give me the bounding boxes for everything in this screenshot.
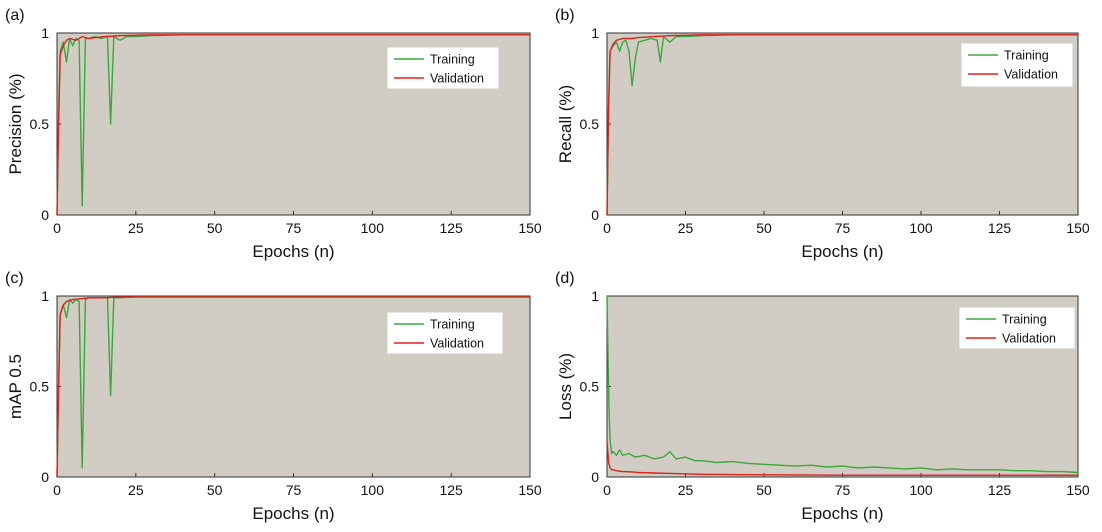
x-tick-label: 150 <box>1066 220 1090 236</box>
y-tick-label: 1 <box>41 25 49 41</box>
chart-panel: (d) 0 25 50 75 100 125 150 0 0.5 1 Epochs (n) Loss (… <box>555 270 1090 523</box>
y-tick-label: 0 <box>41 469 49 485</box>
x-tick-label: 50 <box>207 482 223 498</box>
x-axis-label: Epochs (n) <box>252 504 334 523</box>
series-line-validation <box>56 34 530 216</box>
y-axis-label: Recall (%) <box>556 85 575 163</box>
x-tick-label: 100 <box>361 220 385 236</box>
x-tick-label: 100 <box>361 482 385 498</box>
legend-box <box>961 43 1073 87</box>
y-tick-label: 0 <box>591 469 599 485</box>
x-tick-label: 150 <box>518 220 542 236</box>
y-tick-label: 0.5 <box>580 379 600 395</box>
y-tick-label: 0 <box>41 207 49 223</box>
x-tick-label: 0 <box>603 482 611 498</box>
x-tick-label: 100 <box>909 220 933 236</box>
x-tick-label: 75 <box>835 482 851 498</box>
x-tick-label: 125 <box>988 220 1012 236</box>
x-axis-label: Epochs (n) <box>801 242 883 261</box>
y-axis-label: mAP 0.5 <box>6 354 25 419</box>
chart-panel: (b) 0 25 50 75 100 125 150 0 0.5 1 Epochs (n) Recall… <box>555 7 1090 261</box>
x-tick-label: 50 <box>756 220 772 236</box>
x-tick-label: 25 <box>128 482 144 498</box>
x-tick-label: 75 <box>286 220 302 236</box>
legend-label-validation: Validation <box>1002 332 1056 346</box>
legend-label-validation: Validation <box>1004 68 1058 82</box>
panel-label: (a) <box>5 7 25 24</box>
legend-box <box>959 307 1075 349</box>
y-tick-label: 0.5 <box>30 379 50 395</box>
x-tick-label: 50 <box>756 482 772 498</box>
panel-label: (c) <box>5 270 24 287</box>
x-tick-label: 150 <box>518 482 542 498</box>
x-tick-label: 25 <box>128 220 144 236</box>
y-tick-label: 1 <box>41 288 49 304</box>
x-tick-label: 25 <box>678 482 694 498</box>
series-line-training <box>606 295 1079 474</box>
series-line-validation <box>56 296 530 478</box>
legend-box <box>387 312 503 354</box>
x-tick-label: 75 <box>286 482 302 498</box>
legend-label-training: Training <box>1004 49 1049 63</box>
x-tick-label: 125 <box>988 482 1012 498</box>
panel-label: (b) <box>555 7 575 24</box>
panel-label: (d) <box>555 270 575 287</box>
legend-label-validation: Validation <box>430 337 484 351</box>
x-tick-label: 100 <box>909 482 933 498</box>
x-tick-label: 150 <box>1066 482 1090 498</box>
legend-label-training: Training <box>430 53 475 67</box>
series-line-validation <box>606 34 1078 216</box>
legend-label-validation: Validation <box>430 72 484 86</box>
x-tick-label: 25 <box>678 220 694 236</box>
x-tick-label: 0 <box>603 220 611 236</box>
chart-panel: (a) 0 25 50 75 100 125 150 0 0.5 1 Epochs (n) Precis… <box>5 7 542 261</box>
x-axis-label: Epochs (n) <box>801 504 883 523</box>
y-tick-label: 0.5 <box>30 116 50 132</box>
legend-label-training: Training <box>430 318 475 332</box>
legend-box <box>387 47 499 89</box>
x-tick-label: 75 <box>835 220 851 236</box>
x-tick-label: 125 <box>439 482 463 498</box>
series-line-validation <box>606 440 1078 476</box>
x-axis-label: Epochs (n) <box>252 242 334 261</box>
legend-label-training: Training <box>1002 313 1047 327</box>
y-tick-label: 1 <box>591 288 599 304</box>
y-tick-label: 1 <box>591 25 599 41</box>
y-axis-label: Loss (%) <box>556 353 575 420</box>
x-tick-label: 0 <box>53 220 61 236</box>
y-tick-label: 0.5 <box>580 116 600 132</box>
chart-panel: (c) 0 25 50 75 100 125 150 0 0.5 1 Epochs (n) mAP 0.… <box>5 270 542 523</box>
x-tick-label: 125 <box>439 220 463 236</box>
x-tick-label: 50 <box>207 220 223 236</box>
y-axis-label: Precision (%) <box>6 73 25 174</box>
x-tick-label: 0 <box>53 482 61 498</box>
y-tick-label: 0 <box>591 207 599 223</box>
